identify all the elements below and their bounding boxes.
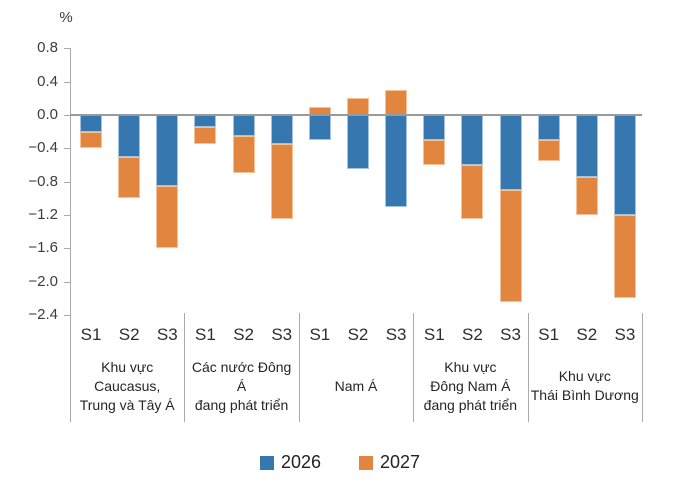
scenario-label: S3 [614, 325, 636, 344]
group-label-line: đang phát triển [423, 396, 518, 413]
bar-segment-2027 [499, 189, 522, 303]
group-label-line: Đông Nam Á [430, 377, 511, 394]
scenario-label: S3 [271, 325, 293, 344]
y-tick-mark [64, 81, 70, 83]
bar-segment-2027 [613, 214, 636, 299]
y-tick-mark [64, 181, 70, 183]
group-separator [642, 313, 643, 422]
zero-baseline [70, 114, 642, 116]
group-label-line: Khu vực [444, 358, 497, 375]
scenario-label: S1 [423, 325, 445, 344]
bar-segment-2026 [423, 115, 446, 140]
y-tick-label: −1.6 [28, 239, 58, 257]
group-label: Khu vực Đông Nam Á đang phát triển [414, 350, 526, 422]
scenario-label: S1 [309, 325, 331, 344]
y-tick-label: −2.0 [28, 272, 58, 290]
scenario-label: S3 [500, 325, 521, 344]
y-tick-mark [64, 148, 70, 150]
y-tick-label: 0.8 [37, 39, 58, 57]
y-tick-mark [64, 248, 70, 250]
bar-segment-2027 [194, 127, 217, 145]
y-axis-unit-label: % [59, 9, 73, 26]
y-tick-mark [64, 314, 70, 316]
bar-segment-2027 [232, 135, 255, 174]
bar-segment-2026 [232, 115, 255, 136]
group-label-line: Trung và Tây Á [79, 396, 175, 413]
group-label-line: Các nước Đông Á [191, 358, 292, 394]
legend-swatch [259, 455, 274, 470]
legend-label: 2026 [280, 452, 321, 472]
group-label-line: Nam Á [334, 377, 378, 394]
bar-segment-2026 [499, 115, 522, 190]
y-tick-mark [64, 214, 70, 216]
y-tick-mark [64, 48, 70, 50]
legend: 2026 2027 [0, 452, 680, 473]
scenario-label: S2 [118, 325, 140, 344]
bar-segment-2027 [575, 177, 598, 215]
y-axis-line [70, 48, 71, 422]
y-tick-label: −2.4 [28, 305, 58, 323]
group-label-line: Caucasus, [94, 377, 161, 394]
bar-segment-2027 [347, 98, 369, 115]
group-separator [298, 313, 300, 422]
bar-segment-2026 [347, 115, 369, 170]
y-tick-label: −1.2 [28, 205, 58, 223]
bar-segment-2027 [80, 131, 103, 149]
group-label-line: Thái Bình Dương [530, 387, 639, 403]
scenario-label: S1 [195, 325, 216, 344]
bar-segment-2027 [156, 185, 179, 249]
bar-segment-2027 [537, 139, 560, 161]
group-label: Khu vực Caucasus, Trung và Tây Á [71, 350, 183, 422]
bar-segment-2026 [537, 115, 560, 140]
bar-segment-2026 [308, 115, 331, 140]
bar-segment-2026 [613, 115, 636, 215]
group-label: Nam Á [300, 350, 412, 422]
scenario-label: S1 [538, 325, 560, 344]
group-separator [527, 313, 529, 422]
group-label: Khu vực Thái Bình Dương [529, 350, 641, 422]
legend-swatch [359, 455, 373, 470]
scenario-label: S2 [347, 325, 369, 344]
group-label-line: Khu vực [101, 358, 154, 375]
group-label-line: đang phát triển [194, 396, 289, 413]
legend-item: 2027 [359, 452, 420, 473]
bar-segment-2026 [194, 115, 217, 128]
group-separator [413, 313, 415, 422]
scenario-label: S1 [80, 325, 102, 344]
bar-segment-2027 [385, 90, 408, 115]
scenario-label: S2 [461, 325, 483, 344]
legend-item: 2026 [259, 452, 321, 473]
group-separator [184, 313, 186, 422]
y-tick-label: 0.4 [37, 72, 58, 90]
bar-segment-2027 [270, 144, 293, 220]
bar-segment-2026 [156, 115, 179, 186]
bar-segment-2026 [118, 115, 141, 157]
bar-segment-2026 [270, 115, 293, 145]
scenario-label: S2 [576, 325, 598, 344]
legend-label: 2027 [380, 452, 421, 472]
bar-segment-2026 [575, 115, 598, 178]
scenario-label: S3 [385, 325, 407, 344]
y-tick-mark [64, 281, 70, 283]
bar-segment-2027 [461, 164, 484, 220]
bar-segment-2026 [80, 115, 103, 132]
bar-segment-2027 [118, 156, 141, 199]
bar-segment-2026 [385, 115, 408, 207]
scenario-label: S3 [156, 325, 178, 344]
y-tick-label: −0.4 [28, 139, 58, 157]
bar-segment-2027 [423, 139, 446, 165]
y-tick-mark [64, 115, 70, 116]
bar-segment-2026 [461, 115, 484, 165]
y-tick-label: −0.8 [28, 172, 58, 190]
y-tick-label: 0.0 [37, 106, 58, 123]
scenario-label: S2 [233, 325, 254, 344]
group-label-line: Khu vực [558, 368, 611, 384]
group-label: Các nước Đông Á đang phát triển [185, 350, 297, 422]
